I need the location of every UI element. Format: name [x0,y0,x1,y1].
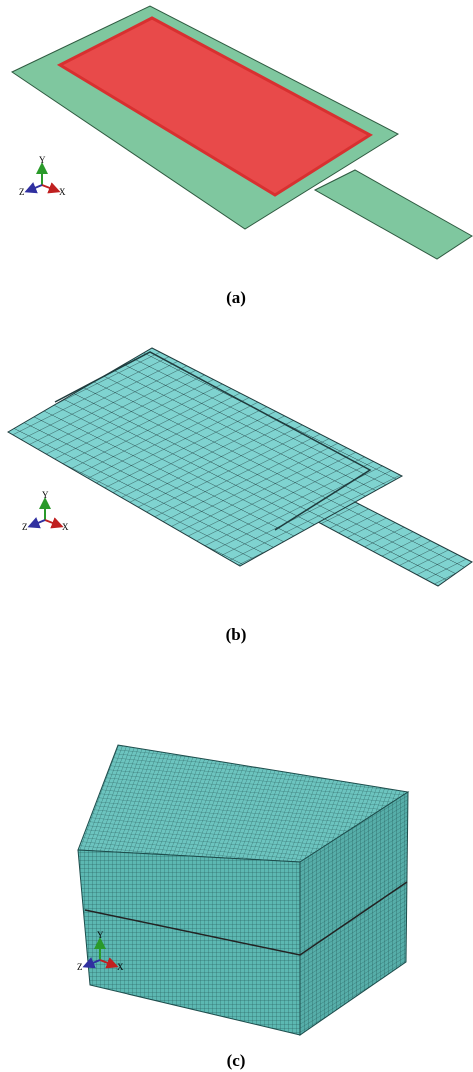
figure: Y Z X (a) Y Z X (b) Y Z X [0,0,473,1072]
axis-label: Z [22,522,28,532]
box-front [78,850,300,1035]
caption: (c) [227,1051,246,1070]
axis-label: Y [97,930,104,940]
axis-label: X [62,522,69,532]
axis-label: Z [19,187,25,197]
axis-label: X [117,962,124,972]
axis-label: Y [42,490,49,500]
panel-b: Y Z X (b) [8,348,472,644]
tab [315,170,472,259]
tab-mesh [318,502,472,586]
panel-a: Y Z X (a) [12,6,472,307]
axis-label: Y [39,155,46,165]
triad: Y Z X [19,155,66,197]
axis-label: X [59,187,66,197]
triad: Y Z X [22,490,69,532]
caption: (a) [226,288,246,307]
panel-c: Y Z X (c) [77,745,408,1070]
page: Y Z X (a) Y Z X (b) Y Z X [0,0,473,1072]
axis-label: Z [77,962,83,972]
caption: (b) [226,625,247,644]
